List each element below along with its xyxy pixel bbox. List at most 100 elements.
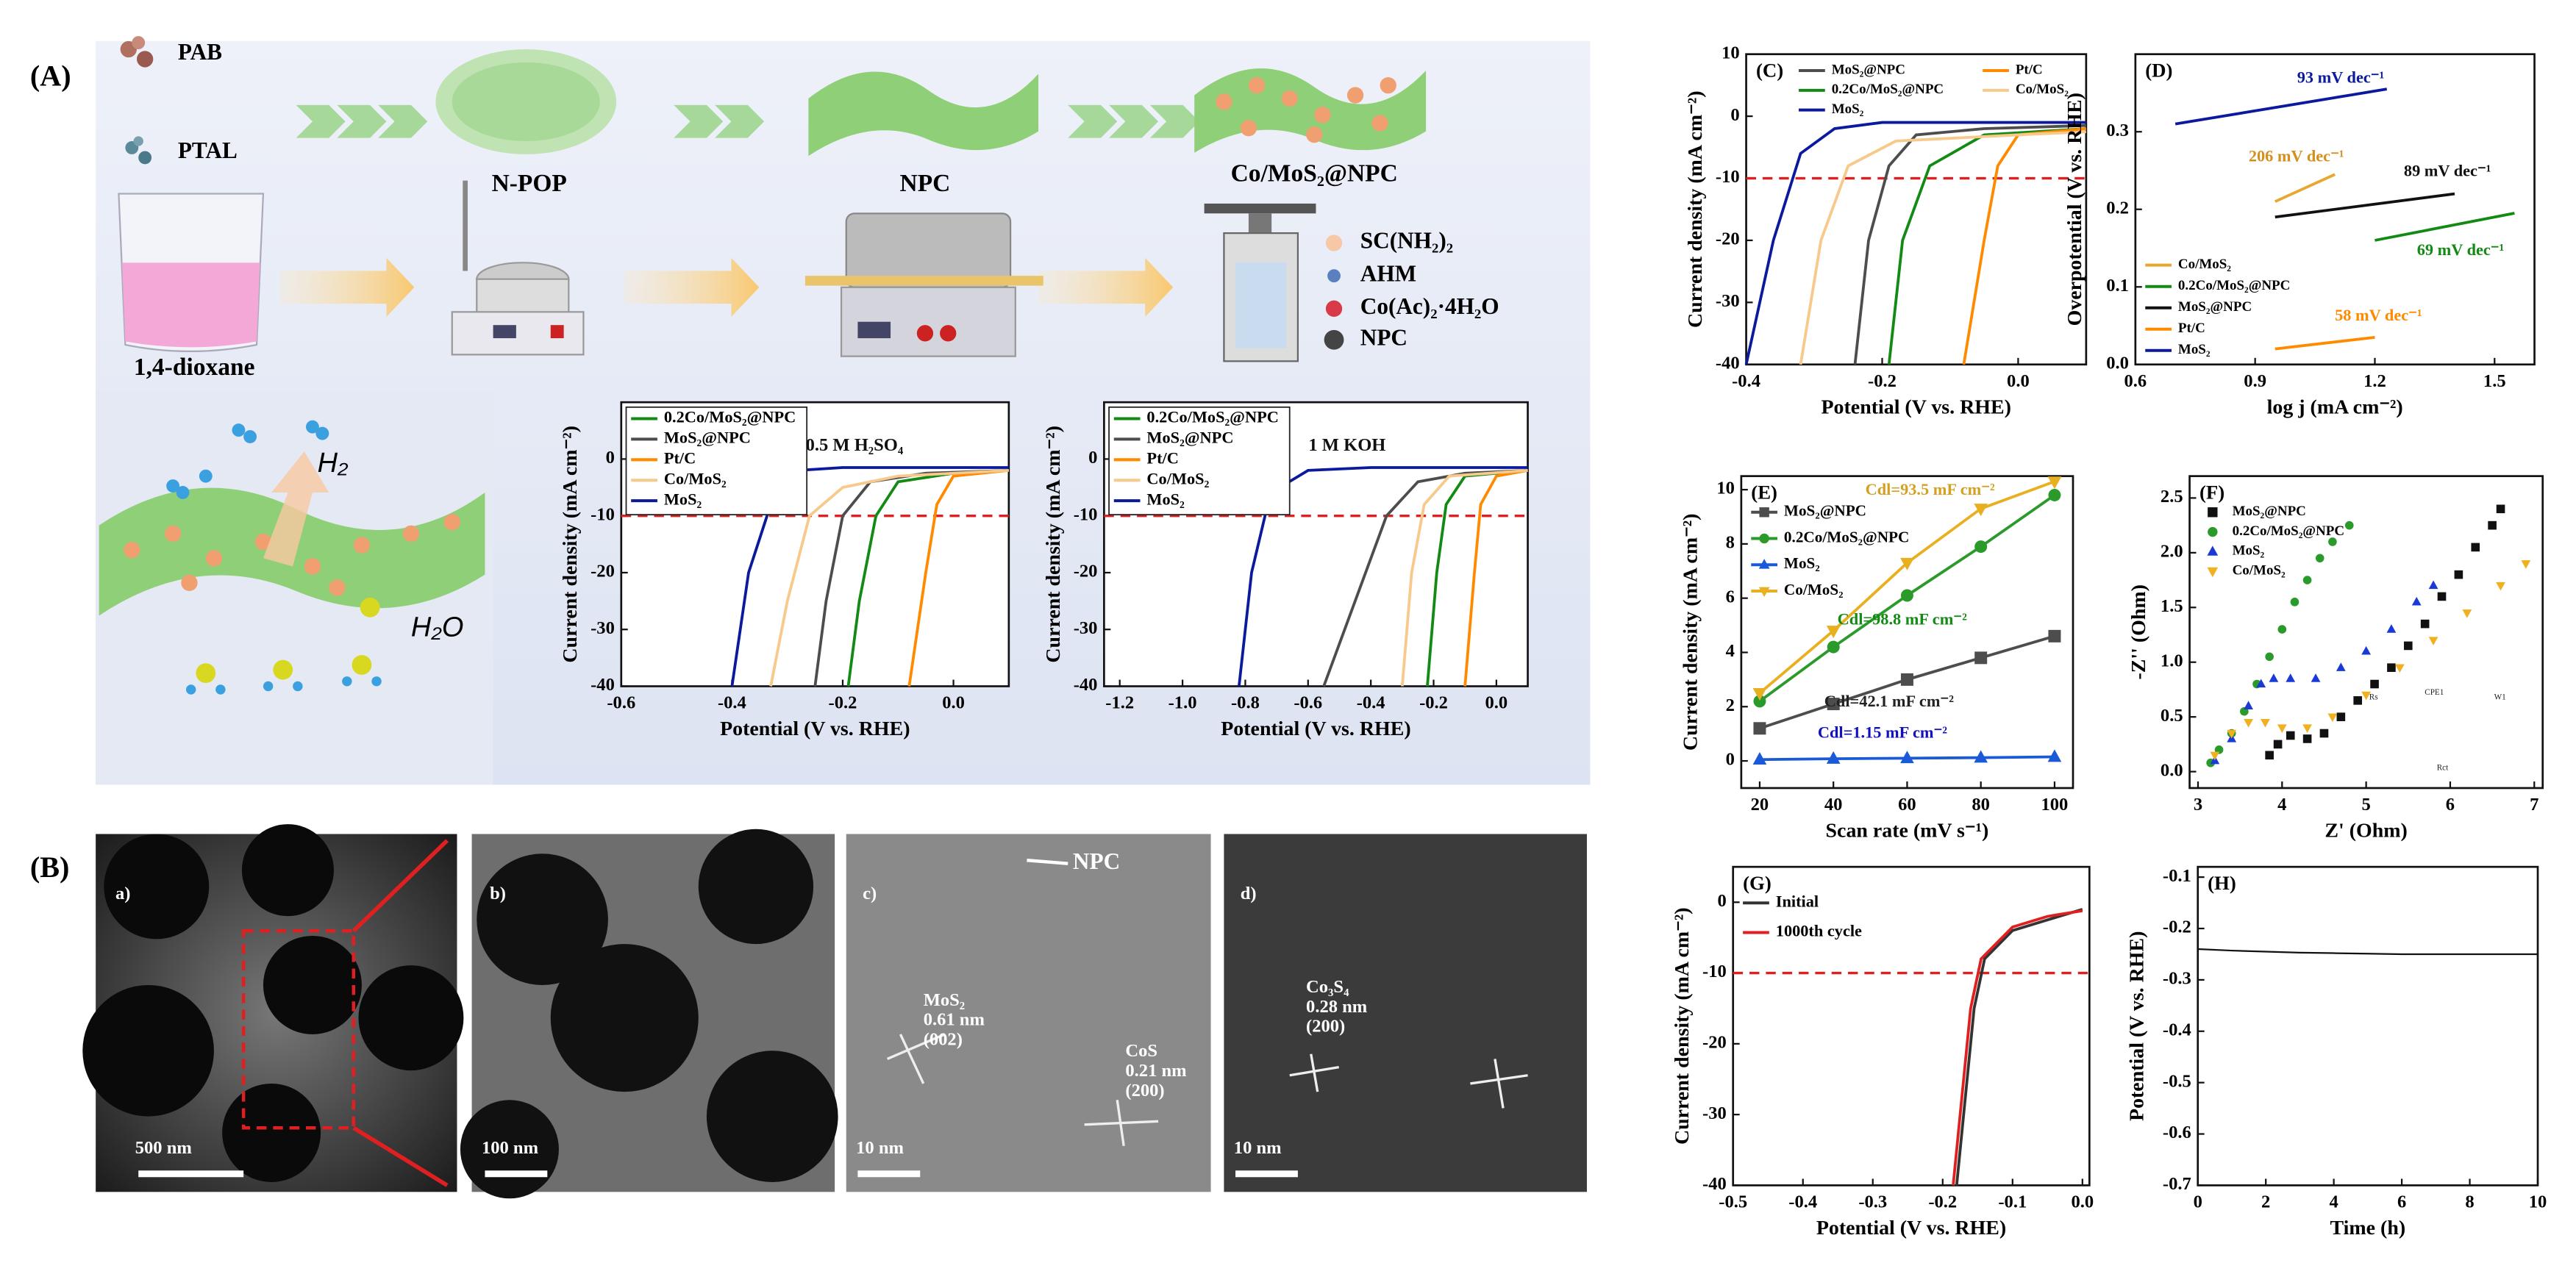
marker	[2328, 537, 2337, 546]
y-tick-label: -0.5	[2163, 1071, 2191, 1091]
x-tick-label: 100	[2041, 795, 2069, 815]
x-tick-label: 0.0	[1485, 693, 1508, 713]
marker	[1758, 559, 1770, 569]
annotation: Cdl=93.5 mF cm⁻²	[1866, 480, 1995, 498]
x-tick-label: -0.2	[829, 693, 857, 713]
marker	[2048, 488, 2061, 501]
series-line	[769, 468, 1009, 687]
note: 0.21 nm	[1125, 1061, 1187, 1081]
y-tick-label: -40	[1716, 353, 1740, 373]
x-tick-label: -0.4	[1788, 1192, 1817, 1212]
marker	[2208, 526, 2218, 537]
y-tick-label: 10	[1716, 479, 1735, 498]
x-tick-label: -0.3	[1858, 1192, 1887, 1212]
annotation: CPE1	[2425, 688, 2444, 697]
x-axis-label: Potential (V vs. RHE)	[720, 717, 910, 740]
x-axis-label: Time (h)	[2330, 1217, 2406, 1239]
x-tick-label: 6	[2397, 1192, 2406, 1212]
x-axis-label: Scan rate (mV s⁻¹)	[1826, 820, 1989, 842]
marker	[2386, 624, 2397, 633]
plot-frame	[1745, 53, 2088, 366]
y-tick-label: -10	[1074, 504, 1098, 524]
marker	[2521, 560, 2531, 569]
series-line	[1463, 469, 1528, 687]
legend-label: 0.2Co/MoS₂@NPC	[1832, 82, 1944, 97]
note: MoS₂	[924, 990, 965, 1010]
reagent-dot	[1325, 300, 1343, 318]
note: 0.61 nm	[924, 1010, 985, 1030]
legend-label: Co/MoS₂	[664, 469, 727, 487]
x-tick-label: 4	[2329, 1192, 2338, 1212]
annotation: 89 mV dec⁻¹	[2404, 162, 2491, 180]
y-axis-label: Current density (mA cm⁻²)	[1684, 90, 1707, 328]
tem-particles	[82, 824, 464, 1182]
legend-label: Initial	[1776, 892, 1819, 910]
x-tick-label: -0.8	[1231, 693, 1260, 713]
marker	[2344, 520, 2354, 530]
x-tick-label: -0.2	[1868, 371, 1897, 391]
h2-molecules	[166, 420, 329, 499]
y-axis-label: -Z'' (Ohm)	[2127, 584, 2150, 679]
solvent-label: 1,4-dioxane	[134, 354, 255, 381]
panel-label: (B)	[30, 851, 70, 884]
marker	[1826, 626, 1841, 639]
legend-label: 1000th cycle	[1776, 922, 1862, 940]
plot-frame	[1740, 475, 2074, 790]
note: NPC	[1073, 848, 1120, 874]
y-axis-label: Current density (mA cm⁻²)	[559, 426, 582, 663]
y-tick-label: -0.4	[2163, 1020, 2191, 1039]
x-tick-label: 8	[2465, 1192, 2474, 1212]
x-tick-label: -0.4	[718, 693, 746, 713]
hrtem-image	[846, 834, 1211, 1192]
legend-label: MoS₂	[2233, 543, 2265, 559]
annotation: 69 mV dec⁻¹	[2417, 240, 2505, 259]
marker	[2273, 740, 2283, 749]
annotation: 0.5 M H₂SO₄	[806, 435, 904, 455]
hot-plate	[451, 180, 585, 356]
x-tick-label: 5	[2361, 795, 2370, 815]
y-tick-label: -10	[1716, 167, 1740, 187]
annotation: 206 mV dec⁻¹	[2249, 147, 2344, 165]
marker	[2471, 543, 2480, 552]
x-tick-label: -0.5	[1719, 1192, 1747, 1212]
note: (002)	[924, 1030, 963, 1050]
marker	[2420, 619, 2430, 629]
marker	[2336, 662, 2346, 671]
marker	[1759, 507, 1769, 518]
marker	[2403, 641, 2413, 651]
y-tick-label: -20	[1702, 1032, 1727, 1052]
marker	[2256, 679, 2266, 688]
marker	[2286, 731, 2295, 740]
reagent-label: NPC	[1360, 324, 1407, 350]
panel-label: (H)	[2208, 872, 2236, 894]
scale-label: 10 nm	[1234, 1138, 1282, 1158]
stage-label: NPC	[900, 170, 951, 197]
n-pop-spheres	[452, 62, 600, 142]
note: Co₃S₄	[1306, 977, 1349, 997]
legend-label: Co/MoS₂	[2178, 257, 2231, 272]
series-line	[2197, 948, 2538, 956]
panel-label: (G)	[1743, 872, 1772, 894]
reagent-label: Co(Ac)₂·4H₂O	[1360, 293, 1499, 319]
annotation: 93 mV dec⁻¹	[2297, 68, 2385, 86]
series-line	[1887, 127, 2086, 365]
y-tick-label: 0.0	[2161, 760, 2183, 780]
x-tick-label: -0.6	[1294, 693, 1322, 713]
reagent-label: SC(NH₂)₂	[1360, 228, 1453, 254]
marker	[2394, 664, 2405, 673]
plot-frame	[2197, 865, 2539, 1187]
legend-label: Co/MoS₂	[2016, 82, 2069, 97]
y-tick-label: 0	[606, 448, 615, 468]
x-tick-label: 6	[2446, 795, 2455, 815]
marker	[2207, 545, 2219, 556]
y-tick-label: 2.0	[2161, 542, 2183, 562]
marker	[2290, 598, 2300, 606]
marker	[2244, 718, 2253, 728]
legend-label: Co/MoS₂	[2233, 563, 2286, 579]
marker	[2454, 570, 2463, 579]
y-axis-label: Potential (V vs. RHE)	[2126, 931, 2149, 1121]
y-tick-label: 2	[1726, 695, 1735, 715]
series-line	[2274, 335, 2375, 351]
series-line	[1955, 908, 2083, 1186]
